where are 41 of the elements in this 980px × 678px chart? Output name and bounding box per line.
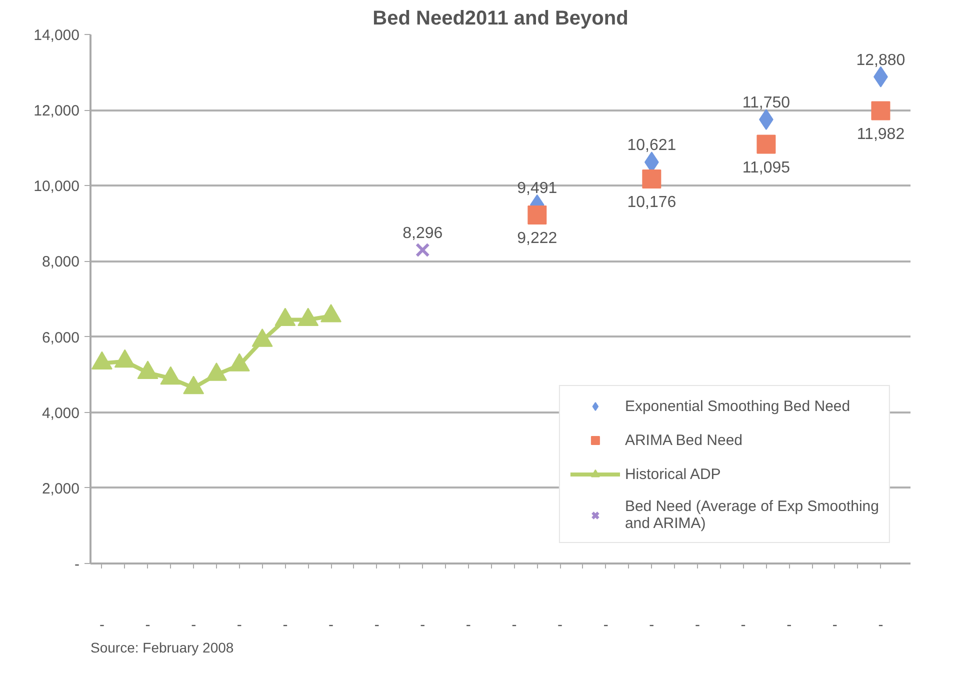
y-tick-label: - <box>74 556 80 573</box>
x-tick-label: - <box>512 616 517 634</box>
data-label: 9,222 <box>517 230 558 248</box>
data-label: 10,176 <box>627 194 676 211</box>
x-tick-label: - <box>236 616 242 634</box>
legend-label: Historical ADP <box>624 466 721 482</box>
data-label: 11,095 <box>742 159 790 176</box>
data-label: 11,750 <box>742 94 790 112</box>
y-tick-label: 14,000 <box>34 27 80 44</box>
x-tick-label: - <box>191 616 196 634</box>
x-tick-label: - <box>832 616 838 634</box>
legend-label: Bed Need (Average of Exp Smoothing and ARIMA) <box>624 498 879 532</box>
x-tick-label: - <box>99 616 104 634</box>
x-tick-label: - <box>878 616 884 634</box>
data-label: 9,491 <box>517 180 558 197</box>
x-tick-label: - <box>786 616 792 634</box>
x-tick-label: - <box>740 616 746 634</box>
y-tick-label: 4,000 <box>42 404 80 422</box>
x-tick-label: - <box>420 616 426 634</box>
x-tick-label: - <box>558 616 563 634</box>
data-label: 11,982 <box>856 126 905 143</box>
data-label: 12,880 <box>856 52 906 69</box>
chart-title: Bed Need2011 and Beyond <box>372 8 628 30</box>
data-label: 10,621 <box>627 137 676 154</box>
data-label: 8,296 <box>402 225 443 242</box>
y-tick-label: 10,000 <box>34 178 80 196</box>
x-tick-label: - <box>694 616 700 634</box>
x-tick-label: - <box>603 616 608 634</box>
x-tick-label: - <box>282 616 288 634</box>
x-tick-label: - <box>466 616 471 634</box>
x-tick-label: - <box>145 616 150 634</box>
x-tick-label: - <box>328 616 334 634</box>
source-note: Source: February 2008 <box>90 640 234 656</box>
y-tick-label: 8,000 <box>42 254 80 271</box>
x-tick-label: - <box>649 616 654 634</box>
legend-label: Exponential Smoothing Bed Need <box>624 398 850 414</box>
x-tick-label: - <box>374 616 380 634</box>
y-tick-label: 2,000 <box>42 480 80 498</box>
y-tick-label: 12,000 <box>34 102 80 120</box>
y-tick-label: 6,000 <box>42 329 80 346</box>
legend-label: ARIMA Bed Need <box>624 432 742 448</box>
